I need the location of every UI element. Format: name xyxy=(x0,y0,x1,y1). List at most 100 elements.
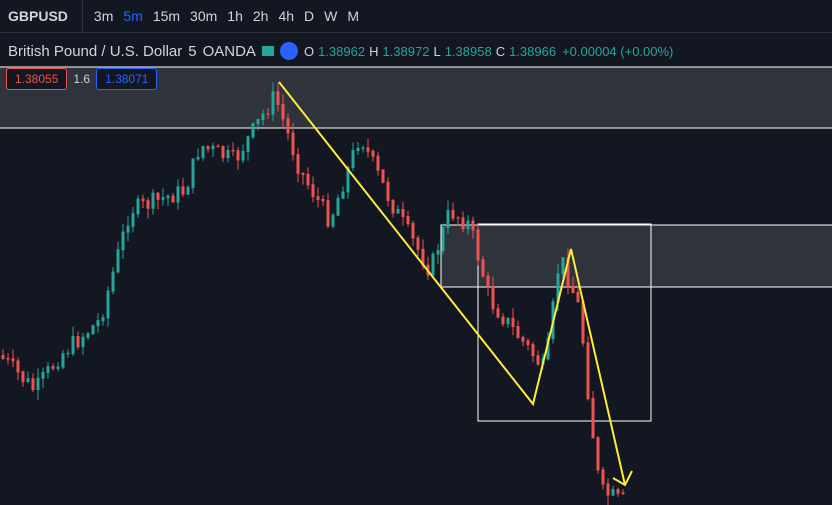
candle xyxy=(491,286,495,310)
candle xyxy=(516,325,520,339)
candle xyxy=(496,308,500,318)
candle xyxy=(71,336,75,354)
candle xyxy=(231,149,235,152)
candle xyxy=(436,250,440,255)
candle xyxy=(111,271,115,292)
candle xyxy=(46,366,50,373)
legend: British Pound / U.S. Dollar 5 OANDA O 1.3… xyxy=(8,42,673,60)
change: +0.00004 (+0.00%) xyxy=(562,43,674,59)
candle xyxy=(41,371,45,379)
sell[interactable]: 1.38055 xyxy=(6,68,68,90)
replay[interactable] xyxy=(279,42,298,60)
candle xyxy=(196,156,200,160)
ohlc-key: L xyxy=(433,43,441,59)
candle xyxy=(66,352,70,355)
interval-button[interactable]: 4h xyxy=(278,8,295,24)
candle xyxy=(621,492,625,495)
toolbar: GBPUSD 3m 5m 15m 30m 1h 2h 4h D W M xyxy=(0,0,832,33)
candle xyxy=(101,317,105,322)
candle xyxy=(316,196,320,200)
candle xyxy=(411,223,415,239)
interval-button[interactable]: 1h xyxy=(227,8,243,24)
candle xyxy=(326,200,330,227)
interval-button[interactable]: W xyxy=(324,8,338,24)
candle xyxy=(421,248,425,266)
ohlc-key: H xyxy=(369,43,379,59)
candle xyxy=(106,290,110,319)
candle xyxy=(481,259,485,277)
candle xyxy=(361,147,365,150)
candle xyxy=(176,186,180,203)
candle xyxy=(211,145,215,150)
trend-line xyxy=(278,81,626,486)
interval-button[interactable]: 15m xyxy=(152,8,181,24)
box xyxy=(477,223,652,422)
candle xyxy=(261,113,265,121)
candle xyxy=(11,358,15,362)
candle xyxy=(346,167,350,193)
candle xyxy=(476,229,480,261)
candle xyxy=(466,220,470,230)
candle xyxy=(341,191,345,199)
candle xyxy=(126,225,130,233)
candle xyxy=(81,336,85,348)
candle xyxy=(601,469,605,485)
name: British Pound / U.S. Dollar xyxy=(8,42,183,60)
candle xyxy=(391,200,395,214)
interval-button[interactable]: 3m xyxy=(93,8,114,24)
candle xyxy=(161,197,165,200)
candle xyxy=(591,398,595,439)
interval-button[interactable]: D xyxy=(304,8,315,24)
candle xyxy=(446,209,450,228)
interval: 5 xyxy=(188,42,197,60)
interval-button[interactable]: 2h xyxy=(252,8,269,24)
candle xyxy=(381,169,385,183)
candle xyxy=(536,355,540,365)
candle xyxy=(566,257,570,287)
interval-button[interactable]: 5m xyxy=(123,8,143,24)
candle xyxy=(486,275,490,288)
candle xyxy=(266,113,270,115)
ohlc-key: C xyxy=(495,43,506,59)
interval-button[interactable]: M xyxy=(347,8,360,24)
candle xyxy=(51,366,55,369)
candle xyxy=(151,192,155,209)
candle xyxy=(251,123,255,138)
candle xyxy=(61,353,65,368)
candle xyxy=(371,150,375,157)
candle xyxy=(181,186,185,195)
candle xyxy=(76,336,80,348)
candle xyxy=(611,489,615,496)
ohlc-value: 1.38972 xyxy=(382,43,430,59)
candle xyxy=(321,198,325,202)
candle xyxy=(171,195,175,203)
candle xyxy=(561,257,565,275)
symbol[interactable]: GBPUSD xyxy=(0,0,83,32)
ohlc: O 1.38962 H 1.38972 L 1.38958 C 1.38966 xyxy=(304,44,556,59)
candle xyxy=(246,136,250,152)
candle xyxy=(21,371,25,382)
candle xyxy=(386,181,390,202)
candle xyxy=(136,198,140,215)
buy[interactable]: 1.38071 xyxy=(96,68,158,90)
interval-button[interactable]: 30m xyxy=(190,8,218,24)
candle xyxy=(406,216,410,225)
arrow-head xyxy=(612,470,633,487)
candle xyxy=(306,173,310,186)
candle xyxy=(86,333,90,338)
candle xyxy=(56,366,60,369)
candle xyxy=(6,357,10,360)
intervals: 3m 5m 15m 30m 1h 2h 4h D W M xyxy=(83,8,364,24)
candle xyxy=(301,172,305,175)
candle xyxy=(501,316,505,325)
candle xyxy=(96,320,100,327)
ohlc-value: 1.38958 xyxy=(444,43,492,59)
candle xyxy=(311,184,315,198)
candle xyxy=(376,155,380,171)
candle xyxy=(431,253,435,276)
candle xyxy=(91,325,95,335)
candle xyxy=(366,147,370,152)
candle xyxy=(156,192,160,200)
candle xyxy=(351,150,355,169)
candle xyxy=(271,91,275,115)
